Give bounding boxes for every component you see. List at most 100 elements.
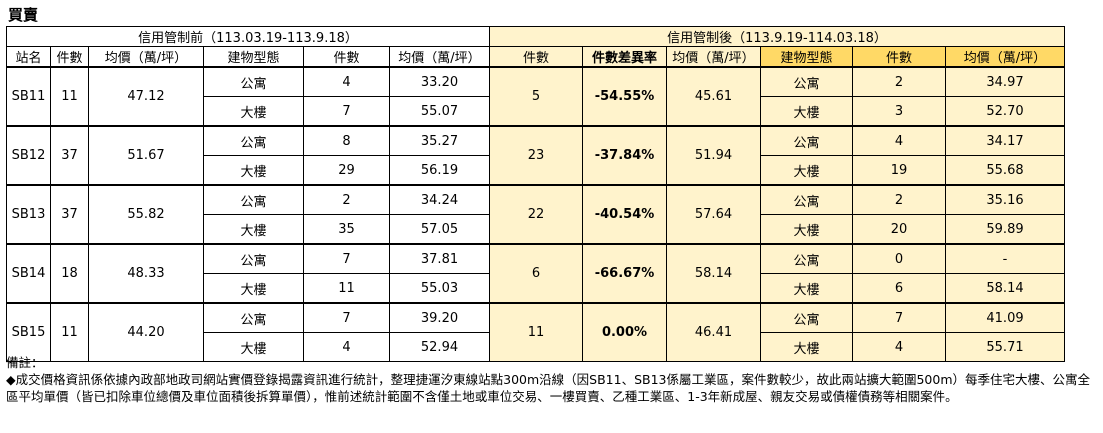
- type-count: 11: [303, 273, 390, 304]
- after-avg: 58.14: [666, 243, 761, 304]
- station-avg: 55.82: [88, 184, 204, 245]
- col-after-count: 件數: [489, 46, 583, 68]
- after-type-count: 4: [852, 125, 946, 156]
- table-row: SB13 37 55.82 公寓 2 34.24 22 -40.54% 57.64 公寓 2 35.1…: [6, 184, 1065, 245]
- after-building-type: 大樓: [760, 332, 853, 362]
- building-type: 大樓: [203, 96, 304, 127]
- col-diff-rate: 件數差異率: [582, 46, 667, 68]
- notes-label: 備註：: [6, 355, 44, 370]
- before-period-header: 信用管制前（113.03.19-113.9.18）: [6, 26, 490, 47]
- after-avg: 46.41: [666, 302, 761, 362]
- building-type: 公寓: [203, 125, 304, 156]
- after-avg: 45.61: [666, 66, 761, 127]
- type-count: 7: [303, 302, 390, 333]
- after-type-avg: -: [945, 243, 1065, 274]
- after-type-avg: 55.68: [945, 155, 1065, 186]
- after-type-count: 2: [852, 184, 946, 215]
- col-station: 站名: [6, 46, 51, 68]
- notes-text: ◆成交價格資訊係依據內政部地政司網站實價登錄揭露資訊進行統計，整理捷運汐東線站點…: [6, 372, 1091, 404]
- building-type: 大樓: [203, 273, 304, 304]
- after-type-avg: 55.71: [945, 332, 1065, 362]
- type-count: 4: [303, 66, 390, 97]
- type-avg: 55.07: [389, 96, 490, 127]
- type-count: 7: [303, 243, 390, 274]
- station-count: 37: [50, 184, 89, 245]
- after-type-count: 6: [852, 273, 946, 304]
- after-building-type: 公寓: [760, 66, 853, 97]
- type-count: 35: [303, 214, 390, 245]
- type-avg: 56.19: [389, 155, 490, 186]
- type-count: 7: [303, 96, 390, 127]
- col-after-building-type: 建物型態: [760, 46, 853, 68]
- col-after-type-count: 件數: [852, 46, 946, 68]
- diff-rate: 0.00%: [582, 302, 667, 362]
- after-type-count: 19: [852, 155, 946, 186]
- building-type: 公寓: [203, 243, 304, 274]
- col-after-type-avg: 均價（萬/坪）: [945, 46, 1065, 68]
- building-type: 大樓: [203, 214, 304, 245]
- type-avg: 39.20: [389, 302, 490, 333]
- table-row: 大樓 11 55.03 大樓 6 58.14: [7, 273, 1065, 304]
- after-type-count: 4: [852, 332, 946, 362]
- after-type-avg: 52.70: [945, 96, 1065, 127]
- after-type-count: 0: [852, 243, 946, 274]
- type-count: 4: [303, 332, 390, 362]
- type-avg: 52.94: [389, 332, 490, 362]
- table-row: 大樓 29 56.19 大樓 19 55.68: [7, 155, 1065, 186]
- station-count: 11: [50, 302, 89, 362]
- station-name: SB12: [6, 125, 51, 186]
- table-row: 大樓 35 57.05 大樓 20 59.89: [7, 214, 1065, 245]
- after-building-type: 公寓: [760, 184, 853, 215]
- transaction-table: 信用管制前（113.03.19-113.9.18） 信用管制後（113.9.19…: [6, 26, 1065, 362]
- col-count: 件數: [50, 46, 89, 68]
- col-type-avg: 均價（萬/坪）: [389, 46, 490, 68]
- type-count: 8: [303, 125, 390, 156]
- building-type: 公寓: [203, 302, 304, 333]
- diff-rate: -37.84%: [582, 125, 667, 186]
- type-count: 29: [303, 155, 390, 186]
- after-type-count: 2: [852, 66, 946, 97]
- diff-rate: -40.54%: [582, 184, 667, 245]
- station-avg: 47.12: [88, 66, 204, 127]
- after-building-type: 大樓: [760, 214, 853, 245]
- after-building-type: 公寓: [760, 243, 853, 274]
- diff-rate: -54.55%: [582, 66, 667, 127]
- after-type-count: 3: [852, 96, 946, 127]
- station-name: SB15: [6, 302, 51, 362]
- after-count: 11: [489, 302, 583, 362]
- after-type-avg: 34.17: [945, 125, 1065, 156]
- type-count: 2: [303, 184, 390, 215]
- type-avg: 37.81: [389, 243, 490, 274]
- after-type-avg: 35.16: [945, 184, 1065, 215]
- after-building-type: 大樓: [760, 96, 853, 127]
- table-row: SB12 37 51.67 公寓 8 35.27 23 -37.84% 51.94 公寓 4 34.1…: [6, 125, 1065, 186]
- station-avg: 51.67: [88, 125, 204, 186]
- after-type-count: 20: [852, 214, 946, 245]
- station-count: 18: [50, 243, 89, 304]
- station-avg: 48.33: [88, 243, 204, 304]
- type-avg: 57.05: [389, 214, 490, 245]
- after-period-header: 信用管制後（113.9.19-114.03.18）: [489, 26, 1065, 47]
- diff-rate: -66.67%: [582, 243, 667, 304]
- table-row: SB15 11 44.20 公寓 7 39.20 11 0.00% 46.41 公寓 7 41.09: [6, 302, 1065, 362]
- table-row: SB11 11 47.12 公寓 4 33.20 5 -54.55% 45.61 公寓 2 34.97: [6, 66, 1065, 127]
- after-building-type: 大樓: [760, 155, 853, 186]
- after-avg: 57.64: [666, 184, 761, 245]
- station-name: SB11: [6, 66, 51, 127]
- after-type-avg: 41.09: [945, 302, 1065, 333]
- building-type: 大樓: [203, 155, 304, 186]
- type-avg: 35.27: [389, 125, 490, 156]
- station-name: SB14: [6, 243, 51, 304]
- station-avg: 44.20: [88, 302, 204, 362]
- station-count: 37: [50, 125, 89, 186]
- after-type-count: 7: [852, 302, 946, 333]
- station-name: SB13: [6, 184, 51, 245]
- table-row: 大樓 4 52.94 大樓 4 55.71: [7, 332, 1065, 362]
- after-type-avg: 59.89: [945, 214, 1065, 245]
- col-avg-price: 均價（萬/坪）: [88, 46, 204, 68]
- col-type-count: 件數: [303, 46, 390, 68]
- station-count: 11: [50, 66, 89, 127]
- table-row: SB14 18 48.33 公寓 7 37.81 6 -66.67% 58.14 公寓 0-: [6, 243, 1065, 304]
- page-title: 買賣: [8, 6, 39, 24]
- after-count: 23: [489, 125, 583, 186]
